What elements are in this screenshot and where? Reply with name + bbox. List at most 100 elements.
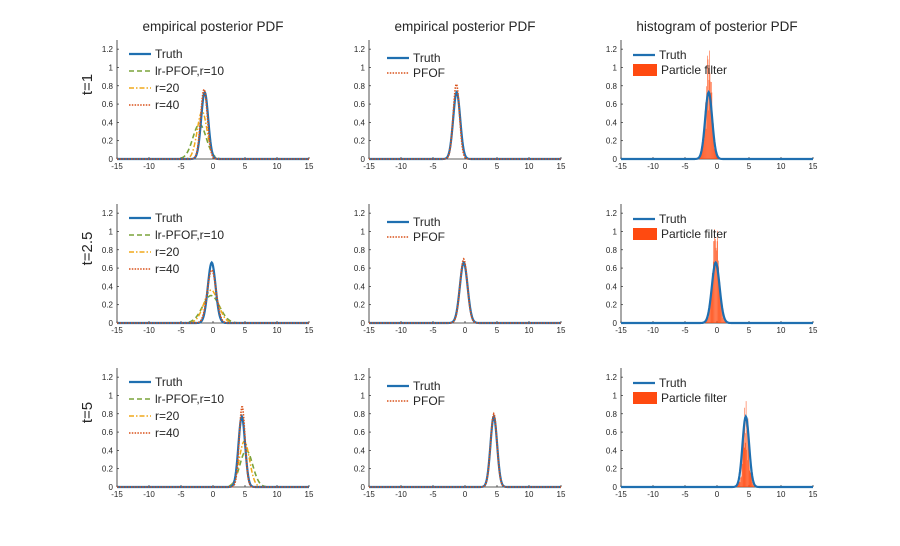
- pf-r2-ytick-label: 0.2: [606, 301, 618, 310]
- legend-lr-pfof-r10-label: lr-PFOF,r=10: [155, 392, 224, 406]
- row-label: t=2.5: [79, 232, 96, 266]
- histogram-bar: [743, 429, 745, 487]
- lr-r3-ytick-label: 0.4: [102, 446, 114, 455]
- pf-r3-ytick-label: 0.4: [606, 446, 618, 455]
- legend-pfof-label: PFOF: [413, 66, 445, 80]
- histogram-bar: [709, 305, 711, 323]
- pf-r3-ytick-label: 0.2: [606, 465, 618, 474]
- pfof-r3-xtick-label: 0: [463, 490, 468, 499]
- histogram-bar: [746, 430, 748, 487]
- histogram-bar: [711, 273, 713, 323]
- histogram-bar: [701, 151, 702, 159]
- legend-lr: Truth lr-PFOF,r=10 r=20 r=40: [129, 375, 224, 440]
- legend-lr-pfof-r10-label: lr-PFOF,r=10: [155, 228, 224, 242]
- histogram-bar: [712, 285, 714, 323]
- histogram-bar: [707, 59, 709, 159]
- histogram-bar: [715, 153, 717, 159]
- lr-r1-xtick-label: 5: [243, 162, 248, 171]
- lr-r3-ytick-label: 1.2: [102, 373, 114, 382]
- legend-particle-filter-label: Particle filter: [661, 227, 727, 241]
- histogram-bar: [713, 261, 715, 323]
- series-r40: [117, 406, 309, 488]
- legend-r20-label: r=20: [155, 81, 180, 95]
- histogram-bar: [751, 481, 753, 487]
- histogram-bar: [741, 457, 743, 487]
- lr-r3-xtick-label: 15: [305, 490, 314, 499]
- lr-r3-ytick-label: 0.2: [102, 465, 114, 474]
- pf-r1-plot-area: [621, 40, 813, 159]
- lr-r3-ytick-label: 1: [109, 391, 114, 400]
- histogram-bar: [704, 130, 705, 159]
- histogram-bar: [748, 433, 750, 487]
- histogram-bar: [719, 281, 721, 323]
- pfof-r2-ytick-label: 0.4: [354, 282, 366, 291]
- lr-r3-xtick-label: 10: [273, 490, 282, 499]
- histogram-bar: [753, 486, 755, 487]
- column-title: empirical posterior PDF: [394, 19, 535, 34]
- lr-r2-xtick-label: 5: [243, 326, 248, 335]
- pf-r3-ytick-label: 0: [613, 483, 618, 492]
- pfof-r1-ytick-label: 1: [361, 63, 366, 72]
- histogram-bar: [714, 148, 715, 159]
- lr-r1-ytick-label: 1.2: [102, 45, 114, 54]
- pf-r2-xtick-label: 15: [809, 326, 818, 335]
- pfof-r3-xtick-label: 15: [557, 490, 566, 499]
- series-r40: [117, 87, 309, 160]
- pfof-r3-xtick-label: -5: [429, 490, 437, 499]
- lr-r1-plot-area: [117, 40, 309, 159]
- pfof-r1-xtick-label: -5: [429, 162, 437, 171]
- lr-r3-plot-area: [117, 368, 309, 487]
- histogram-bar: [701, 149, 703, 159]
- pfof-r3-xtick-label: -10: [395, 490, 407, 499]
- series-pfof: [369, 411, 561, 488]
- histogram-bar: [741, 476, 742, 487]
- histogram-bar: [709, 311, 710, 323]
- series-truth: [621, 260, 813, 325]
- histogram-bar: [699, 156, 701, 159]
- pfof-r1-xtick-label: 15: [557, 162, 566, 171]
- histogram-bar: [750, 462, 752, 487]
- pf-r3-ytick-label: 1.2: [606, 373, 618, 382]
- pf-r1-xtick-label: -10: [647, 162, 659, 171]
- pfof-r2-ytick-label: 0: [361, 319, 366, 328]
- legend-truth-label: Truth: [155, 375, 183, 389]
- subplot-pf-row1: -15 -10 -5 0 5 10 15 0 0.2 0.4 0.6 0.8 1 1.2 TruthPart…: [606, 40, 818, 171]
- histogram-bar: [749, 472, 751, 487]
- lr-r3-xtick-label: 0: [211, 490, 216, 499]
- pfof-r1-xtick-label: -15: [363, 162, 375, 171]
- histogram-bar: [707, 55, 708, 159]
- pfof-r2-xtick-label: -10: [395, 326, 407, 335]
- histogram-bar: [753, 484, 754, 487]
- lr-r1-ytick-label: 1: [109, 63, 114, 72]
- histogram-bar: [707, 316, 709, 323]
- pf-r1-ytick-label: 0.8: [606, 82, 618, 91]
- column-title: empirical posterior PDF: [142, 19, 283, 34]
- histogram-bar: [710, 299, 711, 323]
- pf-r2-ytick-label: 1: [613, 227, 618, 236]
- histogram-bar: [738, 482, 740, 487]
- legend-truth-label: Truth: [413, 379, 441, 393]
- subplot-lr-row2: -15 -10 -5 0 5 10 15 0 0.2 0.4 0.6 0.8 1 1.2 Truth lr-P…: [102, 204, 314, 335]
- histogram-bar: [710, 296, 712, 323]
- histogram-bar: [702, 140, 704, 159]
- pfof-r2-xtick-label: -15: [363, 326, 375, 335]
- histogram-bar: [708, 312, 710, 323]
- histogram-bar: [747, 460, 748, 487]
- histogram-bar: [745, 401, 747, 487]
- histogram-bar: [703, 139, 705, 159]
- histogram-bar: [740, 477, 741, 487]
- subplot-pf-row3: -15 -10 -5 0 5 10 15 0 0.2 0.4 0.6 0.8 1 1.2 TruthPart…: [606, 368, 818, 499]
- pfof-r3-ytick-label: 0.4: [354, 446, 366, 455]
- histogram-bar: [748, 438, 749, 487]
- lr-r3-xtick-label: 5: [243, 490, 248, 499]
- lr-r1-ytick-label: 0.2: [102, 137, 114, 146]
- lr-r3-xtick-label: -5: [177, 490, 185, 499]
- pfof-r3-ytick-label: 0.2: [354, 465, 366, 474]
- histogram-bar: [709, 50, 710, 159]
- pfof-r1-plot-area: [369, 40, 561, 159]
- histogram-bar: [700, 153, 702, 159]
- pfof-r1-xtick-label: 0: [463, 162, 468, 171]
- legend-lr-pfof-r10-label: lr-PFOF,r=10: [155, 64, 224, 78]
